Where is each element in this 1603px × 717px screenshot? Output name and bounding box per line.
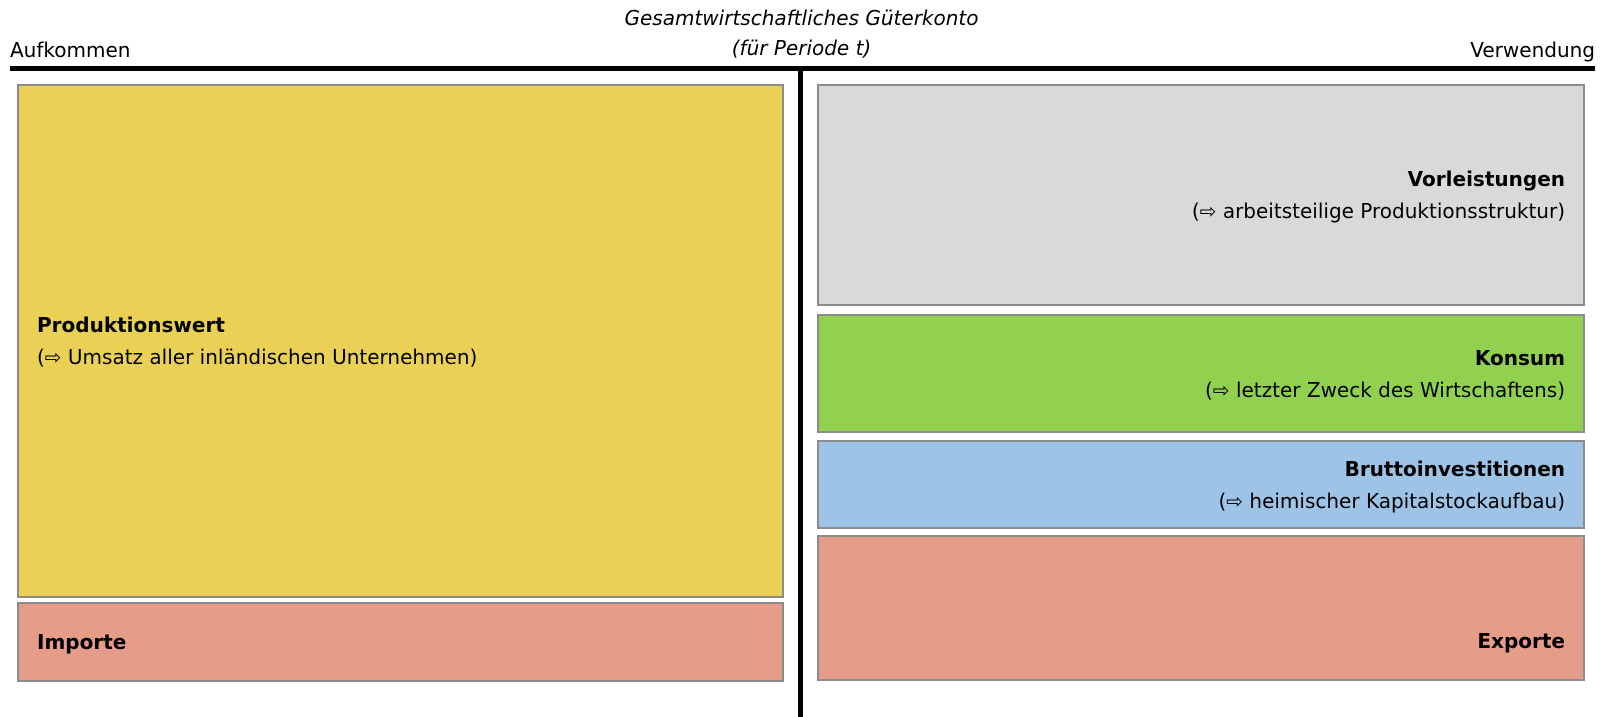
box-description: (⇨ heimischer Kapitalstockaufbau): [1218, 488, 1565, 513]
box: Importe: [17, 602, 784, 682]
box-name: Exporte: [1477, 629, 1565, 653]
box-name: Vorleistungen: [1407, 167, 1565, 191]
vertical-line: [798, 66, 803, 717]
box-description: (⇨ letzter Zweck des Wirtschaftens): [1205, 377, 1565, 402]
box-description: (⇨ Umsatz aller inländischen Unternehmen…: [37, 345, 478, 369]
box: Exporte: [817, 535, 1585, 681]
right-header: Verwendung: [1470, 38, 1595, 62]
box: Bruttoinvestitionen (⇨ heimischer Kapita…: [817, 440, 1585, 529]
title: Gesamtwirtschaftliches Güterkonto: [624, 6, 979, 30]
box-name: Konsum: [1474, 345, 1565, 370]
box: Produktionswert (⇨ Umsatz aller inländis…: [17, 84, 784, 598]
box-description: (⇨ arbeitsteilige Produktionsstruktur): [1191, 199, 1565, 223]
subtitle: (für Periode t): [731, 36, 872, 60]
box: Konsum (⇨ letzter Zweck des Wirtschaften…: [817, 314, 1585, 433]
left-header: Aufkommen: [10, 38, 131, 62]
box: Vorleistungen (⇨ arbeitsteilige Produkti…: [817, 84, 1585, 306]
box-name: Importe: [37, 630, 127, 654]
box-name: Produktionswert: [37, 313, 225, 337]
box-name: Bruttoinvestitionen: [1344, 456, 1565, 481]
